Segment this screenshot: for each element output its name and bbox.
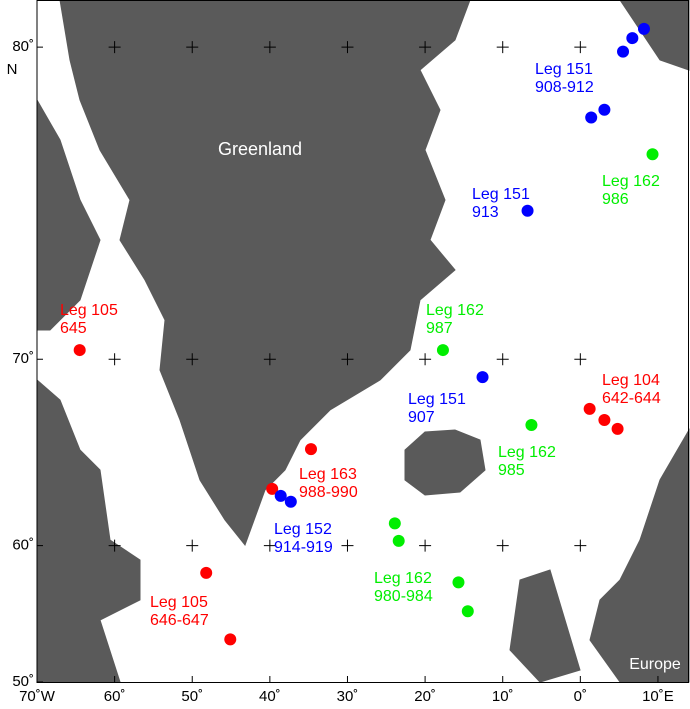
x-tick-label: 40˚ [259,688,281,705]
place-label: Europe [629,656,681,673]
site-label: 642-644 [602,390,661,407]
site-label: 645 [60,320,87,337]
leg-label: Leg 105 [150,594,208,611]
grid-cross [108,353,121,366]
y-tick-label: 60˚ [12,537,34,554]
site-marker [637,22,650,35]
leg-label: Leg 104 [602,372,660,389]
svalbard [619,0,690,71]
site-label: 914-919 [274,539,333,556]
x-tick-label: 10˚ [492,688,514,705]
x-tick-label: 50˚ [181,688,203,705]
site-label: 913 [472,204,499,221]
map-frame [36,0,689,683]
site-label: 988-990 [299,484,358,501]
site-label: 646-647 [150,612,209,629]
scandinavia [589,428,690,683]
leg-label: Leg 151 [408,391,466,408]
grid-cross [186,41,199,54]
site-marker [583,402,596,415]
grid-cross [574,353,587,366]
site-label: 986 [602,191,629,208]
x-tick-label: 60˚ [104,688,126,705]
x-tick-label: 20˚ [414,688,436,705]
x-tick-label: 0˚ [574,688,587,705]
grid-cross [263,353,276,366]
site-marker [598,103,611,116]
leg-label: Leg 162 [374,570,432,587]
grid-cross [263,539,276,552]
grid-cross [574,539,587,552]
site-marker [392,534,405,547]
site-marker [224,633,237,646]
place-label: Greenland [218,139,302,159]
y-tick-label: 80˚ [12,38,34,55]
leg-label: Leg 162 [602,173,660,190]
site-marker [200,566,213,579]
grid-cross [574,41,587,54]
grid-cross [419,353,432,366]
site-label: 907 [408,409,435,426]
british-isles [509,569,581,683]
site-marker [274,489,287,502]
site-marker [476,371,489,384]
y-axis-unit: N [7,61,18,78]
leg-label: Leg 105 [60,302,118,319]
site-marker [646,148,659,161]
axes: 70˚W 60˚ 50˚ 40˚ 30˚ 20˚ 10˚ 0˚ 10˚E 80˚ N 70˚ 60˚ 50… [7,0,689,705]
grid-cross [419,41,432,54]
x-tick-label: 10˚E [642,688,674,705]
site-label: 980-984 [374,588,433,605]
site-marker [304,443,317,456]
site-marker [626,32,639,45]
grid-cross [186,539,199,552]
site-marker [461,605,474,618]
grid-cross [496,539,509,552]
site-marker [284,495,297,508]
leg-label: Leg 162 [426,302,484,319]
site-marker [585,111,598,124]
grid-cross [263,41,276,54]
labrador [36,378,141,683]
grid-cross [341,539,354,552]
grid-cross [419,539,432,552]
site-label: 985 [498,462,525,479]
land [36,0,690,683]
y-tick-label: 70˚ [12,350,34,367]
site-marker [617,45,630,58]
grid-cross [496,41,509,54]
site-marker [436,344,449,357]
site-marker [388,517,401,530]
iceland [404,429,486,496]
baffin-island [36,98,101,331]
grid-cross [341,41,354,54]
site-marker [73,344,86,357]
x-tick-label: 70˚W [19,688,56,705]
grid-cross [496,353,509,366]
site-label: 908-912 [535,79,594,96]
x-tick-label: 30˚ [337,688,359,705]
leg-label: Leg 151 [535,61,593,78]
grid-cross [186,353,199,366]
grid-cross [108,539,121,552]
leg-label: Leg 163 [299,466,357,483]
site-marker [521,204,534,217]
leg-label: Leg 151 [472,186,530,203]
site-marker [452,576,465,589]
site-marker [611,422,624,435]
site-marker [525,418,538,431]
site-marker [266,482,279,495]
leg-label: Leg 152 [274,521,332,538]
y-tick-label: 50˚ [12,673,34,690]
site-label: 987 [426,320,453,337]
site-marker [598,413,611,426]
greenland [59,0,471,547]
grid-cross [341,353,354,366]
leg-label: Leg 162 [498,444,556,461]
grid-cross [108,41,121,54]
